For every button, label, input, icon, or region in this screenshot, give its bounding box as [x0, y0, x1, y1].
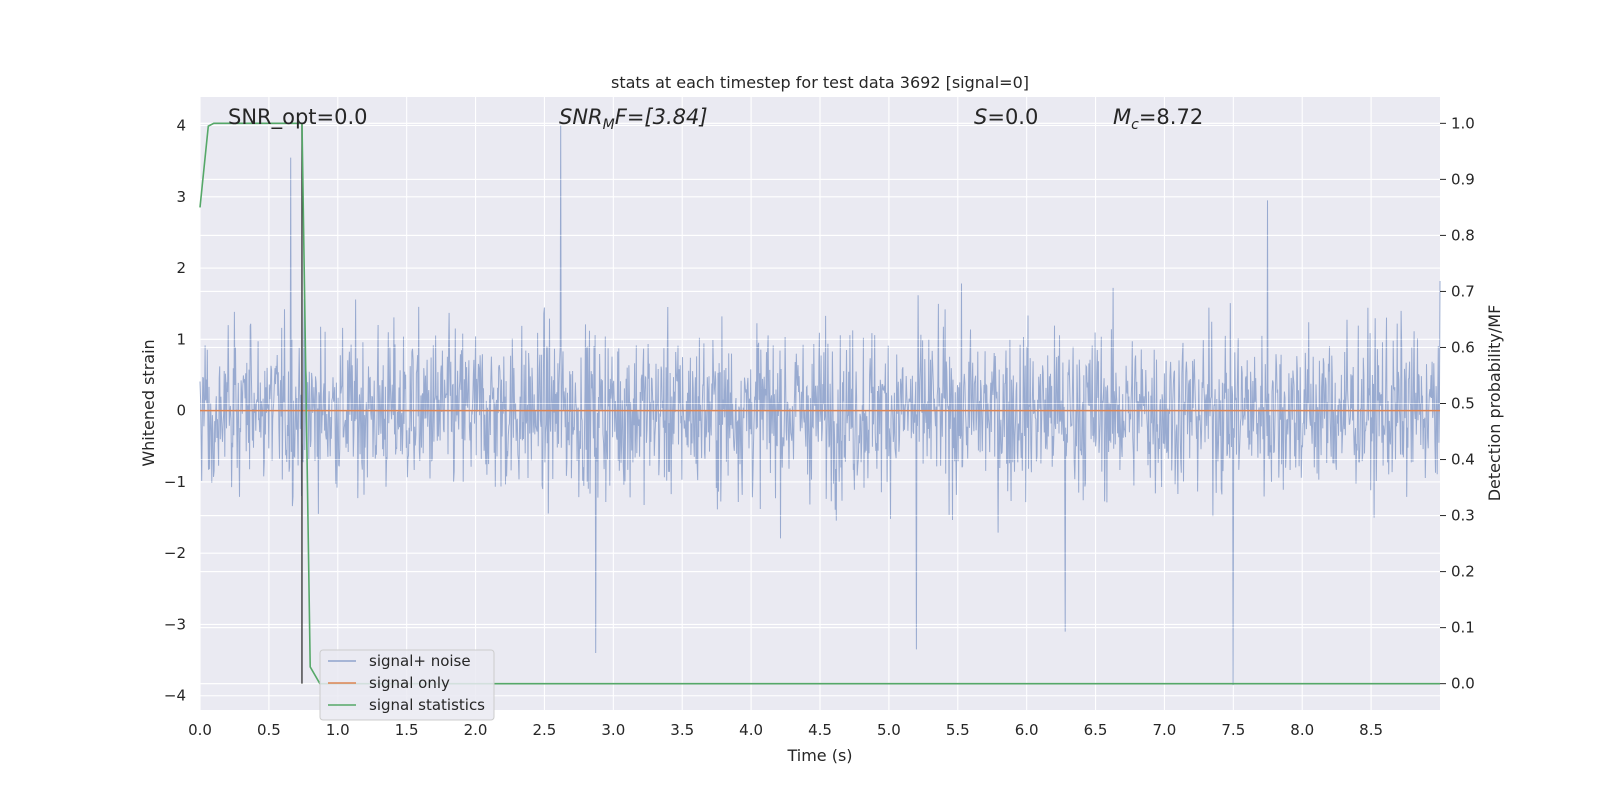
chart-title: stats at each timestep for test data 369…: [611, 73, 1029, 92]
y-left-tick-label: −1: [164, 473, 186, 491]
y-left-tick-label: 4: [176, 117, 186, 135]
y-left-tick-label: −4: [164, 687, 186, 705]
x-tick-label: 6.0: [1015, 721, 1039, 739]
annotation-s: S=0.0: [974, 105, 1038, 129]
x-tick-label: 2.0: [464, 721, 488, 739]
x-tick-label: 5.5: [946, 721, 970, 739]
y-right-tick-labels: 1.0 0.9 0.8 0.7 0.6 0.5 0.4 0.3 0.2 0.1 0.0: [1440, 114, 1475, 693]
mc-rest: =8.72: [1139, 105, 1203, 129]
y-left-tick-label: 0: [176, 402, 186, 420]
y-right-axis-label: Detection probability/MF: [1485, 305, 1504, 502]
x-axis-label: Time (s): [786, 746, 852, 765]
s-rest: =0.0: [987, 105, 1038, 129]
y-left-tick-labels: 4 3 2 1 0 −1 −2 −3 −4: [164, 117, 186, 705]
legend-label-signal-only: signal only: [369, 674, 450, 692]
y-right-tick-label: 0.3: [1451, 507, 1475, 525]
y-left-tick-label: 3: [176, 188, 186, 206]
x-tick-labels: 0.0 0.5 1.0 1.5 2.0 2.5 3.0 3.5 4.0 4.5 5.0 5.5 6.0 6…: [188, 721, 1383, 739]
annotation-snr-opt: SNR_opt=0.0: [228, 105, 368, 130]
x-tick-label: 8.0: [1290, 721, 1314, 739]
y-right-tick-label: 0.6: [1451, 338, 1475, 356]
annotation-mc: Mc=8.72: [1113, 105, 1203, 133]
y-right-tick-label: 0.5: [1451, 395, 1475, 413]
snr-mf-rest: F=[3.84]: [615, 105, 708, 129]
x-tick-label: 7.5: [1221, 721, 1245, 739]
s-var: S: [974, 105, 987, 129]
signal-noise-series: [199, 125, 1441, 686]
y-left-tick-label: 1: [176, 330, 186, 348]
x-tick-label: 7.0: [1153, 721, 1177, 739]
x-tick-label: 0.5: [257, 721, 281, 739]
mc-var: M: [1113, 105, 1131, 129]
x-tick-label: 8.5: [1359, 721, 1383, 739]
x-tick-label: 1.0: [326, 721, 350, 739]
x-tick-label: 1.5: [395, 721, 419, 739]
x-tick-label: 6.5: [1084, 721, 1108, 739]
x-tick-label: 4.5: [808, 721, 832, 739]
snr-mf-sub: M: [603, 117, 615, 133]
mc-sub: c: [1131, 117, 1139, 133]
legend-label-signal-noise: signal+ noise: [369, 652, 471, 670]
y-right-tick-label: 0.8: [1451, 226, 1475, 244]
y-right-tick-label: 0.7: [1451, 282, 1475, 300]
annotation-snr-mf: SNRMF=[3.84]: [559, 105, 708, 133]
snr-mf-main: SNR: [559, 105, 603, 129]
x-tick-label: 2.5: [533, 721, 557, 739]
legend-box: [319, 649, 495, 721]
x-tick-label: 5.0: [877, 721, 901, 739]
y-right-tick-label: 0.1: [1451, 619, 1475, 637]
y-left-tick-label: −2: [164, 544, 186, 562]
y-left-tick-label: −3: [164, 615, 186, 633]
y-left-axis-label: Whitened strain: [139, 339, 158, 466]
y-right-tick-label: 0.0: [1451, 675, 1475, 693]
x-tick-label: 3.0: [601, 721, 625, 739]
signal-noise-line: [199, 125, 1441, 686]
y-right-tick-label: 1.0: [1451, 114, 1475, 132]
signal-statistics-line: [199, 122, 1440, 685]
y-right-tick-label: 0.2: [1451, 563, 1475, 581]
y-right-tick-label: 0.9: [1451, 170, 1475, 188]
x-tick-label: 0.0: [188, 721, 212, 739]
x-tick-label: 4.0: [739, 721, 763, 739]
x-tick-label: 3.5: [670, 721, 694, 739]
y-left-tick-label: 2: [176, 259, 186, 277]
y-right-tick-label: 0.4: [1451, 451, 1475, 469]
legend: signal+ noise signal only signal statist…: [319, 649, 495, 721]
legend-label-signal-statistics: signal statistics: [369, 696, 485, 714]
